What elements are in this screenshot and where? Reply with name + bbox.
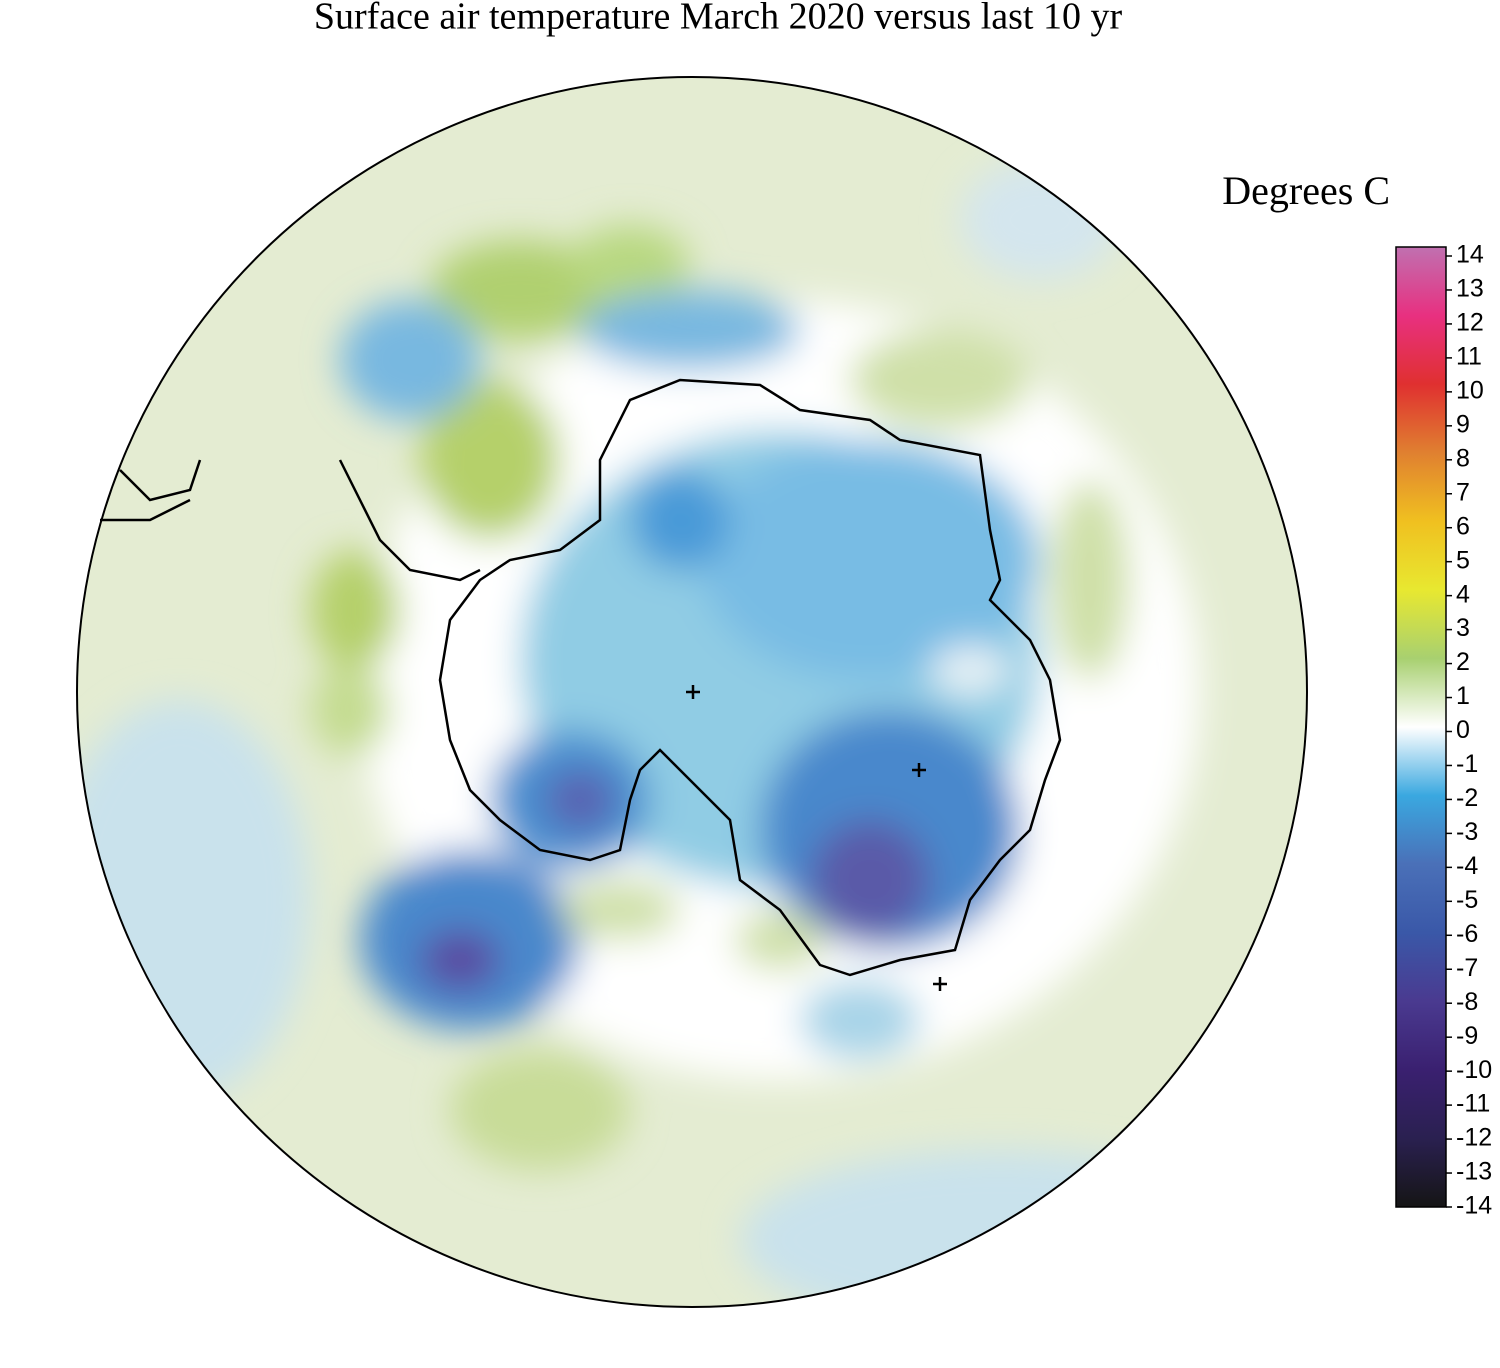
colorbar-tick-label: 6 [1456,512,1470,540]
colorbar-tick-label: -7 [1456,954,1478,982]
colorbar [1395,246,1447,1208]
colorbar-tick-label: -2 [1456,784,1478,812]
colorbar-tick-label: 4 [1456,580,1470,608]
colorbar-tick-label: 9 [1456,410,1470,438]
colorbar-tick-label: -10 [1456,1056,1492,1084]
colorbar-tick-label: -3 [1456,818,1478,846]
colorbar-tick-label: -13 [1456,1158,1492,1186]
colorbar-tick-label: -4 [1456,852,1478,880]
colorbar-tick-label: 8 [1456,444,1470,472]
colorbar-tick-label: -6 [1456,920,1478,948]
map-border [76,76,1308,1308]
colorbar-tick-label: 11 [1456,343,1482,371]
colorbar-tick-label: -14 [1456,1192,1492,1220]
antarctic-coastline [100,378,1062,977]
colorbar-tick-label: 0 [1456,716,1470,744]
colorbar-tick-label: 1 [1456,682,1470,710]
colorbar-tick-label: -11 [1456,1090,1490,1118]
temperature-field [77,77,1307,1307]
colorbar-tick-label: 10 [1456,376,1484,404]
map-title: Surface air temperature March 2020 versu… [314,0,1123,38]
colorbar-tick-label: -5 [1456,886,1478,914]
colorbar-tick-label: -9 [1456,1022,1478,1050]
colorbar-tick-label: -12 [1456,1124,1492,1152]
colorbar-tick-label: 14 [1456,241,1484,269]
colorbar-tick-label: -1 [1456,750,1478,778]
colorbar-tick-label: 3 [1456,614,1470,642]
colorbar-tick-label: 13 [1456,275,1484,303]
colorbar-tick-label: 12 [1456,309,1484,337]
colorbar-tick-label: 5 [1456,546,1470,574]
colorbar-tick-label: 7 [1456,478,1470,506]
colorbar-label: Degrees C [1222,168,1390,213]
pole-markers [686,685,947,991]
colorbar-tick-label: 2 [1456,648,1470,676]
colorbar-tick-label: -8 [1456,988,1478,1016]
